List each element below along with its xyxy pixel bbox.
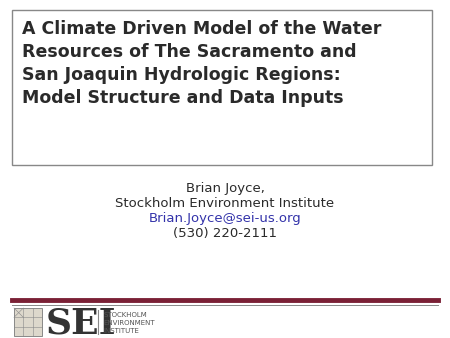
Bar xyxy=(12,10,432,165)
Text: SEI: SEI xyxy=(46,307,117,338)
Text: INSTITUTE: INSTITUTE xyxy=(103,328,139,334)
Bar xyxy=(14,308,42,336)
Text: A Climate Driven Model of the Water
Resources of The Sacramento and
San Joaquin : A Climate Driven Model of the Water Reso… xyxy=(22,20,382,107)
Text: (530) 220-2111: (530) 220-2111 xyxy=(173,227,277,240)
Text: ENVIRONMENT: ENVIRONMENT xyxy=(103,320,155,326)
Text: STOCKHOLM: STOCKHOLM xyxy=(103,312,147,318)
Text: Stockholm Environment Institute: Stockholm Environment Institute xyxy=(116,197,334,210)
Text: Brian.Joyce@sei-us.org: Brian.Joyce@sei-us.org xyxy=(148,212,302,225)
Text: Brian Joyce,: Brian Joyce, xyxy=(185,182,265,195)
